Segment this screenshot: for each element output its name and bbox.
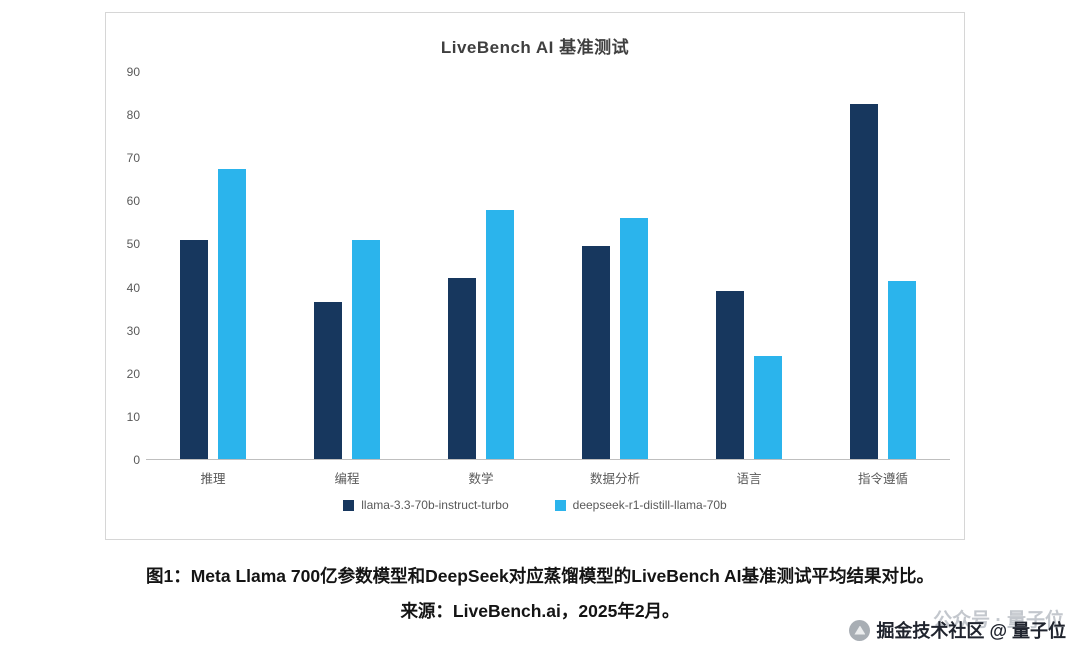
bar-series-1 <box>218 168 246 459</box>
y-tick-label: 30 <box>126 323 140 338</box>
y-tick-label: 90 <box>126 65 140 79</box>
y-tick-label: 10 <box>126 409 140 424</box>
community-logo-icon <box>849 619 871 641</box>
bar-pair <box>314 72 380 459</box>
bar-pair <box>582 72 648 459</box>
legend-swatch-icon <box>554 499 566 511</box>
y-axis: 0 10 20 30 40 50 60 70 80 90 <box>116 65 146 467</box>
y-tick-label: 20 <box>126 366 140 381</box>
legend: llama-3.3-70b-instruct-turbo deepseek-r1-… <box>106 498 964 512</box>
bar-series-0 <box>448 278 476 459</box>
plot-grid: 推理 编程 数学 数据分析 语言 指令遵循 <box>146 72 950 486</box>
bar-series-1 <box>754 355 782 459</box>
bar-pair <box>180 72 246 459</box>
y-tick-label: 60 <box>126 194 140 209</box>
bar-group: 编程 <box>280 72 414 486</box>
chart-card: LiveBench AI 基准测试 0 10 20 30 40 50 60 70 80 90 推理… <box>105 12 965 540</box>
caption-line-1: 图1：Meta Llama 700亿参数模型和DeepSeek对应蒸馏模型的Li… <box>146 566 934 586</box>
watermark-ghost-text: 公众号 · 量子位 <box>933 610 1064 631</box>
legend-item: deepseek-r1-distill-llama-70b <box>554 498 727 512</box>
bar-series-0 <box>180 239 208 459</box>
x-category-label: 数据分析 <box>589 472 640 486</box>
bar-group: 数据分析 <box>548 72 682 486</box>
bar-series-0 <box>716 291 744 459</box>
y-tick-label: 70 <box>126 151 140 166</box>
x-category-label: 指令遵循 <box>857 472 908 486</box>
x-category-label: 语言 <box>736 472 762 486</box>
bar-pair <box>448 72 514 459</box>
bar-pair <box>850 72 916 459</box>
x-category-label: 推理 <box>200 472 226 486</box>
watermark: 公众号 · 量子位 掘金技术社区 @ 量子位 <box>766 605 1066 645</box>
legend-label: llama-3.3-70b-instruct-turbo <box>361 498 509 512</box>
bar-series-1 <box>888 280 916 459</box>
legend-item: llama-3.3-70b-instruct-turbo <box>343 498 509 512</box>
bar-group: 语言 <box>682 72 816 486</box>
bar-series-1 <box>352 239 380 459</box>
bar-group: 推理 <box>146 72 280 486</box>
y-tick-label: 80 <box>126 108 140 123</box>
bar-series-0 <box>314 302 342 459</box>
bar-series-1 <box>486 209 514 459</box>
bar-pair <box>716 72 782 459</box>
chart-title: LiveBench AI 基准测试 <box>440 38 630 57</box>
legend-swatch-icon <box>343 499 355 511</box>
y-tick-label: 40 <box>126 280 140 295</box>
bar-series-0 <box>582 246 610 459</box>
caption-line-2: 来源：LiveBench.ai，2025年2月。 <box>400 600 680 621</box>
watermark-row: 掘金技术社区 @ 量子位 <box>849 617 1066 643</box>
figure-caption: 图1：Meta Llama 700亿参数模型和DeepSeek对应蒸馏模型的Li… <box>0 566 1080 621</box>
y-tick-label: 0 <box>133 453 140 467</box>
legend-label: deepseek-r1-distill-llama-70b <box>572 498 727 512</box>
x-category-label: 数学 <box>468 472 494 486</box>
bar-group: 指令遵循 <box>816 72 950 486</box>
watermark-text: 掘金技术社区 @ 量子位 <box>876 621 1066 641</box>
bar-series-1 <box>620 218 648 459</box>
bar-group: 数学 <box>414 72 548 486</box>
y-tick-label: 50 <box>126 237 140 252</box>
bar-series-0 <box>850 104 878 459</box>
plot-area: 0 10 20 30 40 50 60 70 80 90 推理 编程 数学 数据分析 语言 指令遵循 <box>116 65 950 486</box>
x-category-label: 编程 <box>334 472 360 486</box>
